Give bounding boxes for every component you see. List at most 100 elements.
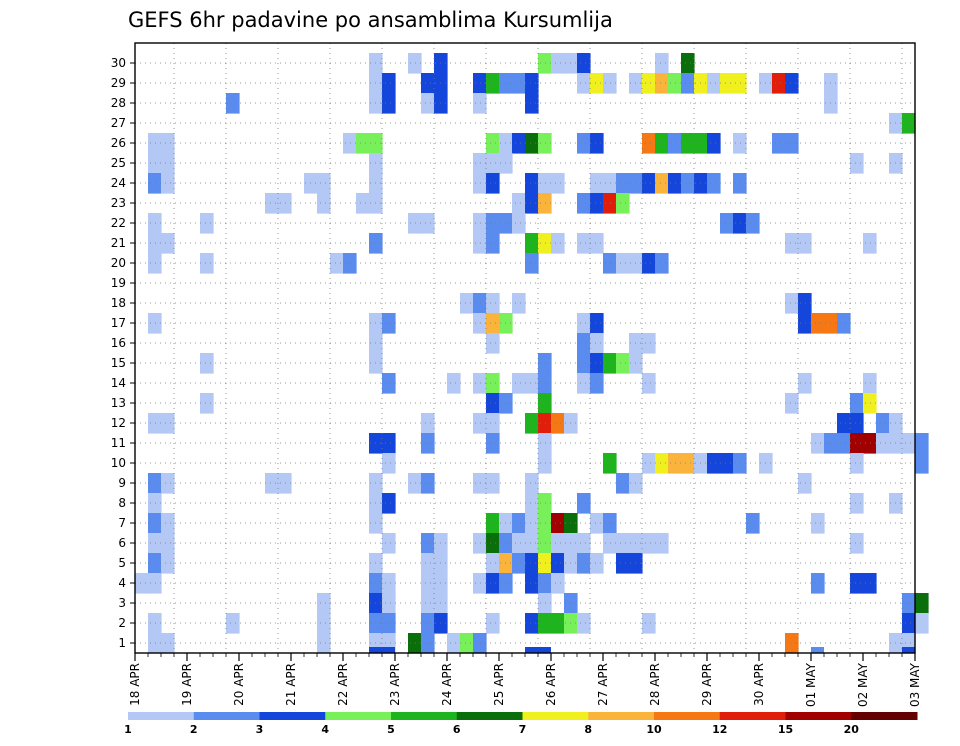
heatmap-cell [525,513,539,534]
heatmap-cell [512,73,526,94]
heatmap-cell [161,533,175,554]
heatmap-cell [538,373,552,394]
heatmap-cell [135,573,149,594]
heatmap-cell [915,613,929,634]
heatmap-cell [850,153,864,174]
heatmap-cell [642,253,656,274]
heatmap-cell [265,193,279,214]
heatmap-cell [447,633,461,654]
edge-cell [538,647,551,653]
heatmap-cell [863,573,877,594]
legend-label: 20 [844,723,860,736]
heatmap-cell [343,133,357,154]
heatmap-cell [421,213,435,234]
heatmap-cell [460,633,474,654]
heatmap-cell [577,353,591,374]
heatmap-cell [473,373,487,394]
heatmap-cell [681,133,695,154]
y-tick-label: 6 [118,536,126,550]
heatmap-cell [512,553,526,574]
x-tick-label: 29 APR [700,663,714,706]
heatmap-cell [538,553,552,574]
heatmap-cell [330,253,344,274]
x-axis-ticks: 18 APR 19 APR 20 APR 21 APR 22 APR 23 APR 24 A… [128,653,922,707]
heatmap-cell [590,553,604,574]
legend-label: 15 [778,723,793,736]
heatmap-cell [616,533,630,554]
heatmap-cell [486,73,500,94]
heatmap-cell [590,193,604,214]
heatmap-cell [577,133,591,154]
heatmap-cell [655,253,669,274]
x-tick-label: 01 MAY [804,662,818,707]
heatmap-cell [486,613,500,634]
heatmap-cell [577,193,591,214]
heatmap-cell [850,573,864,594]
heatmap-cell [655,73,669,94]
heatmap-cell [616,173,630,194]
y-tick-label: 20 [111,256,126,270]
heatmap-cell [473,533,487,554]
heatmap-cell [603,193,617,214]
heatmap-cell [200,393,214,414]
heatmap-cell [538,193,552,214]
heatmap-cell [902,433,916,454]
heatmap-cell [811,433,825,454]
heatmap-cell [486,473,500,494]
heatmap-cell [785,73,799,94]
heatmap-cell [681,73,695,94]
heatmap-cell [850,533,864,554]
heatmap-cell [382,433,396,454]
heatmap-cell [577,553,591,574]
heatmap-cell [616,353,630,374]
legend-swatch [325,712,392,720]
heatmap-cell [655,53,669,74]
heatmap-cell [512,293,526,314]
heatmap-cell [590,373,604,394]
x-tick-label: 24 APR [440,663,454,706]
heatmap-cell [681,173,695,194]
heatmap-cell [317,633,331,654]
heatmap-cell [902,113,916,134]
heatmap-cell [603,173,617,194]
heatmap-cell [486,173,500,194]
heatmap-cell [473,473,487,494]
legend-label: 7 [519,723,527,736]
heatmap-cell [551,533,565,554]
y-tick-label: 30 [111,56,126,70]
heatmap-cell [577,493,591,514]
heatmap-cell [837,313,851,334]
legend-swatch [128,712,195,720]
heatmap-cell [473,93,487,114]
heatmap-cell [590,513,604,534]
heatmap-cell [616,253,630,274]
x-tick-label: 19 APR [180,663,194,706]
heatmap-cell [200,213,214,234]
heatmap-cell [707,453,721,474]
heatmap-cell [421,593,435,614]
heatmap-cell [538,513,552,534]
heatmap-cell [473,153,487,174]
heatmap-cell [486,393,500,414]
x-tick-label: 02 MAY [856,662,870,707]
heatmap-cell [486,413,500,434]
heatmap-cell [473,313,487,334]
heatmap-cell [161,133,175,154]
legend-label: 1 [124,723,132,736]
legend-label: 2 [190,723,198,736]
y-tick-label: 8 [118,496,126,510]
heatmap-cell [863,373,877,394]
x-tick-label: 26 APR [544,663,558,706]
heatmap-cell [798,233,812,254]
legend-swatch [719,712,786,720]
y-tick-label: 10 [111,456,126,470]
heatmap-cell [668,73,682,94]
heatmap-cell [408,213,422,234]
heatmap-cell [863,393,877,414]
heatmap-cell [707,133,721,154]
heatmap-cell [525,553,539,574]
heatmap-cell [733,453,747,474]
heatmap-cell [525,93,539,114]
heatmap-cell [915,433,929,454]
y-tick-label: 4 [118,576,126,590]
